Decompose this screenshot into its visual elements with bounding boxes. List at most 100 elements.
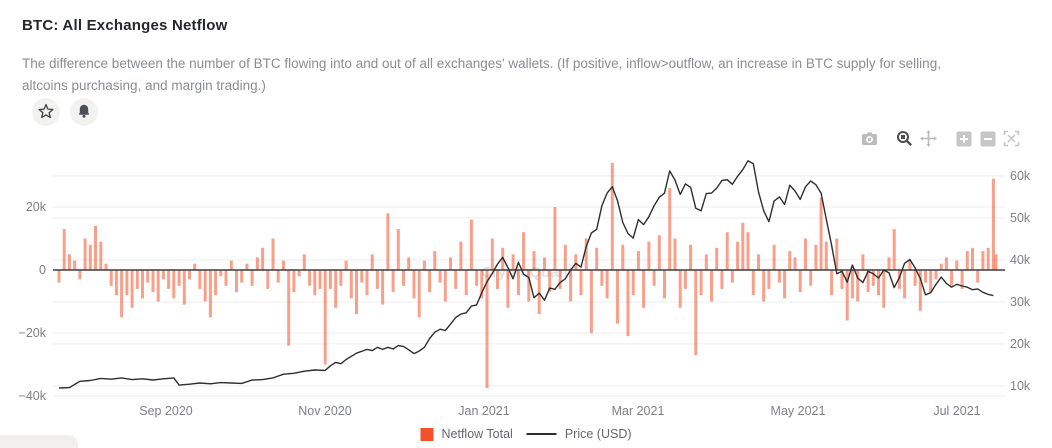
netflow-bar[interactable] bbox=[569, 270, 573, 302]
netflow-bar[interactable] bbox=[67, 254, 71, 271]
netflow-bar[interactable] bbox=[459, 241, 463, 270]
netflow-bar[interactable] bbox=[683, 270, 687, 289]
netflow-bar[interactable] bbox=[532, 251, 536, 270]
netflow-bar[interactable] bbox=[449, 257, 452, 270]
netflow-bar[interactable] bbox=[240, 270, 244, 283]
netflow-bar[interactable] bbox=[584, 238, 588, 271]
netflow-bar[interactable] bbox=[313, 270, 317, 296]
netflow-bar[interactable] bbox=[245, 263, 249, 270]
netflow-bar[interactable] bbox=[78, 270, 82, 280]
netflow-bar[interactable] bbox=[360, 270, 364, 283]
netflow-bar[interactable] bbox=[913, 270, 917, 286]
netflow-bar[interactable] bbox=[287, 270, 291, 346]
netflow-bar[interactable] bbox=[589, 270, 593, 333]
netflow-bar[interactable] bbox=[396, 229, 400, 270]
netflow-bar[interactable] bbox=[224, 270, 228, 286]
netflow-bar[interactable] bbox=[161, 270, 165, 280]
netflow-bar[interactable] bbox=[402, 270, 405, 286]
netflow-bar[interactable] bbox=[219, 270, 223, 277]
netflow-bar[interactable] bbox=[433, 251, 437, 270]
netflow-bar[interactable] bbox=[783, 270, 787, 299]
netflow-bar[interactable] bbox=[704, 254, 708, 271]
netflow-bar[interactable] bbox=[407, 257, 411, 270]
netflow-bar[interactable] bbox=[182, 270, 186, 305]
netflow-bar[interactable] bbox=[94, 225, 97, 270]
netflow-bar[interactable] bbox=[918, 270, 922, 311]
netflow-bar[interactable] bbox=[114, 270, 118, 296]
netflow-bar[interactable] bbox=[146, 270, 150, 283]
netflow-bar[interactable] bbox=[934, 270, 938, 280]
netflow-bar[interactable] bbox=[553, 207, 557, 270]
netflow-bar[interactable] bbox=[375, 270, 379, 289]
netflow-bar[interactable] bbox=[417, 270, 421, 318]
netflow-bar[interactable] bbox=[595, 247, 599, 270]
netflow-bar[interactable] bbox=[882, 270, 886, 308]
netflow-bar[interactable] bbox=[120, 270, 124, 318]
netflow-bar[interactable] bbox=[579, 270, 583, 296]
netflow-bar[interactable] bbox=[156, 270, 160, 302]
netflow-bar[interactable] bbox=[986, 247, 990, 270]
netflow-bar[interactable] bbox=[323, 270, 327, 365]
netflow-bar[interactable] bbox=[809, 270, 813, 286]
netflow-bar[interactable] bbox=[772, 244, 776, 270]
netflow-bar[interactable] bbox=[981, 251, 985, 270]
netflow-bar[interactable] bbox=[271, 238, 275, 271]
netflow-bar[interactable] bbox=[501, 247, 505, 270]
netflow-bar[interactable] bbox=[151, 270, 155, 293]
netflow-bar[interactable] bbox=[835, 238, 839, 271]
netflow-bar[interactable] bbox=[297, 270, 301, 277]
netflow-bar[interactable] bbox=[193, 263, 197, 270]
netflow-bar[interactable] bbox=[814, 244, 818, 270]
netflow-bar[interactable] bbox=[438, 270, 442, 283]
netflow-bar[interactable] bbox=[83, 238, 87, 271]
netflow-bar[interactable] bbox=[871, 270, 875, 286]
netflow-bar[interactable] bbox=[308, 270, 312, 286]
netflow-bar[interactable] bbox=[229, 260, 233, 270]
netflow-bar[interactable] bbox=[908, 260, 912, 270]
netflow-bar[interactable] bbox=[866, 270, 870, 293]
netflow-bar[interactable] bbox=[214, 270, 218, 296]
netflow-bar[interactable] bbox=[99, 241, 103, 270]
netflow-bar[interactable] bbox=[480, 270, 484, 299]
netflow-bar[interactable] bbox=[924, 270, 927, 283]
legend-item-price[interactable]: Price (USD) bbox=[526, 427, 632, 441]
netflow-bar[interactable] bbox=[971, 247, 974, 270]
alert-bell-button[interactable] bbox=[70, 98, 98, 126]
netflow-bar[interactable] bbox=[490, 238, 494, 271]
netflow-bar[interactable] bbox=[292, 270, 296, 293]
netflow-bar[interactable] bbox=[563, 244, 567, 270]
netflow-bar[interactable] bbox=[548, 270, 552, 293]
netflow-bar[interactable] bbox=[621, 244, 625, 270]
netflow-bar[interactable] bbox=[652, 270, 656, 286]
netflow-bar[interactable] bbox=[318, 270, 322, 289]
netflow-bar[interactable] bbox=[636, 251, 640, 270]
netflow-bar[interactable] bbox=[203, 270, 207, 302]
netflow-bar[interactable] bbox=[642, 270, 646, 308]
netflow-bar[interactable] bbox=[840, 270, 844, 289]
netflow-bar[interactable] bbox=[130, 270, 134, 308]
netflow-bar[interactable] bbox=[694, 270, 698, 356]
netflow-bar[interactable] bbox=[830, 270, 834, 296]
netflow-bar[interactable] bbox=[485, 270, 489, 389]
netflow-bar[interactable] bbox=[710, 270, 713, 302]
autoscale-button[interactable] bbox=[1003, 130, 1020, 149]
netflow-bar[interactable] bbox=[365, 270, 369, 296]
netflow-bar[interactable] bbox=[647, 241, 651, 270]
netflow-bar[interactable] bbox=[976, 270, 980, 283]
netflow-bar[interactable] bbox=[668, 188, 672, 270]
netflow-bar[interactable] bbox=[804, 238, 807, 271]
netflow-bar[interactable] bbox=[496, 270, 499, 289]
netflow-bar[interactable] bbox=[73, 260, 77, 270]
netflow-bar[interactable] bbox=[699, 270, 703, 296]
netflow-bar[interactable] bbox=[208, 270, 212, 318]
netflow-bar[interactable] bbox=[730, 270, 734, 283]
netflow-bar[interactable] bbox=[631, 270, 635, 296]
netflow-bar[interactable] bbox=[454, 270, 458, 289]
netflow-bar[interactable] bbox=[939, 263, 943, 270]
netflow-bar[interactable] bbox=[188, 270, 191, 280]
netflow-bar[interactable] bbox=[386, 213, 390, 270]
netflow-bar[interactable] bbox=[657, 235, 661, 270]
netflow-bar[interactable] bbox=[381, 270, 385, 305]
netflow-bar[interactable] bbox=[104, 263, 108, 270]
netflow-bar[interactable] bbox=[762, 270, 766, 302]
